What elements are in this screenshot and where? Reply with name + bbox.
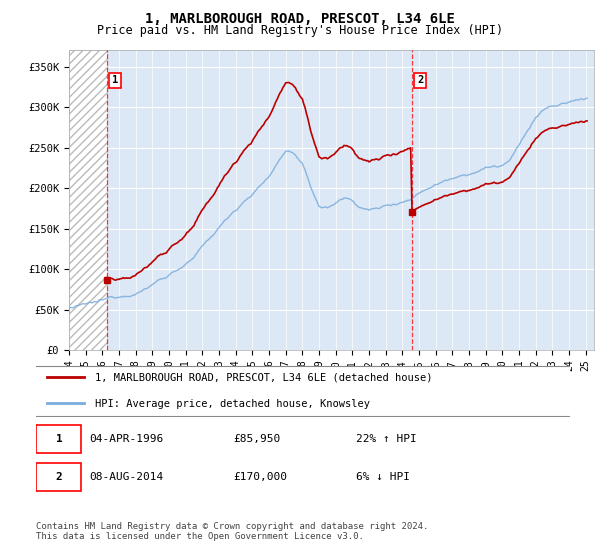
Text: HPI: Average price, detached house, Knowsley: HPI: Average price, detached house, Know… bbox=[95, 399, 370, 409]
Text: 1: 1 bbox=[112, 76, 118, 85]
Text: 6% ↓ HPI: 6% ↓ HPI bbox=[356, 472, 410, 482]
Text: £170,000: £170,000 bbox=[233, 472, 287, 482]
Text: 2: 2 bbox=[417, 76, 423, 85]
Text: Price paid vs. HM Land Registry's House Price Index (HPI): Price paid vs. HM Land Registry's House … bbox=[97, 24, 503, 37]
Text: 08-AUG-2014: 08-AUG-2014 bbox=[89, 472, 164, 482]
Text: 1, MARLBOROUGH ROAD, PRESCOT, L34 6LE (detached house): 1, MARLBOROUGH ROAD, PRESCOT, L34 6LE (d… bbox=[95, 373, 432, 383]
Text: 1: 1 bbox=[56, 434, 62, 444]
FancyBboxPatch shape bbox=[36, 425, 82, 453]
Text: £85,950: £85,950 bbox=[233, 434, 281, 444]
Text: 04-APR-1996: 04-APR-1996 bbox=[89, 434, 164, 444]
FancyBboxPatch shape bbox=[34, 366, 572, 416]
FancyBboxPatch shape bbox=[36, 464, 82, 491]
Text: 1, MARLBOROUGH ROAD, PRESCOT, L34 6LE: 1, MARLBOROUGH ROAD, PRESCOT, L34 6LE bbox=[145, 12, 455, 26]
Text: Contains HM Land Registry data © Crown copyright and database right 2024.
This d: Contains HM Land Registry data © Crown c… bbox=[36, 522, 428, 542]
Text: 2: 2 bbox=[56, 472, 62, 482]
Text: 22% ↑ HPI: 22% ↑ HPI bbox=[356, 434, 417, 444]
